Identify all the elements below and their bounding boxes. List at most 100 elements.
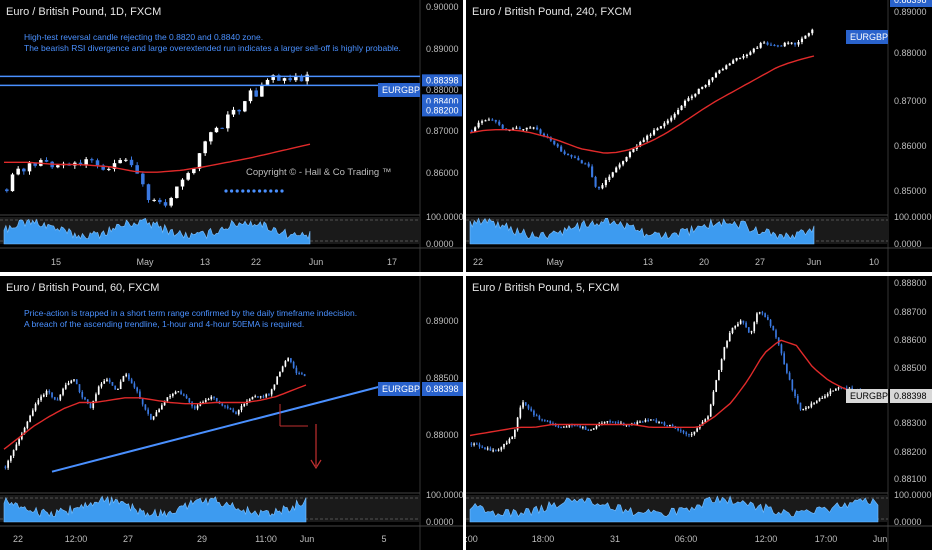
candle-body xyxy=(714,73,718,78)
chart-svg-240[interactable]: 0.890000.880000.870000.860000.85000100.0… xyxy=(466,0,932,272)
price-tick-label: 0.85000 xyxy=(894,186,927,196)
candle-body xyxy=(807,406,810,408)
candle-body xyxy=(538,415,541,420)
chart-panel-240[interactable]: 0.89000 0.88000 0.87000 0.86000 0.85000 100.0… xyxy=(466,0,932,272)
candle-body xyxy=(660,422,663,424)
candle-body xyxy=(10,174,15,192)
candle-body xyxy=(100,383,103,387)
chart-svg-5[interactable]: 0.888000.887000.886000.885000.884000.883… xyxy=(466,276,932,550)
candle-body xyxy=(541,419,543,421)
candle-body xyxy=(826,393,829,397)
candle-body xyxy=(92,400,95,408)
price-tick-label: 0.88800 xyxy=(894,278,927,288)
candle-body xyxy=(804,35,807,39)
candle-body xyxy=(577,157,580,161)
chart-panel-5[interactable]: 0.888000.887000.886000.885000.884000.883… xyxy=(466,276,932,550)
candle-body xyxy=(553,140,556,145)
candle-body xyxy=(213,396,215,398)
projection-dot xyxy=(263,189,267,193)
candle-body xyxy=(486,448,489,450)
candle-body xyxy=(663,422,666,426)
candle-body xyxy=(614,421,617,423)
candle-body xyxy=(84,159,88,165)
candle-body xyxy=(511,436,514,440)
last-price-tag-bg xyxy=(422,382,463,396)
candle-body xyxy=(81,392,84,398)
candle-body xyxy=(658,422,660,424)
candle-body xyxy=(73,379,75,381)
time-tick-label: Jun xyxy=(300,534,315,544)
candle-body xyxy=(301,373,303,375)
level-tag-bg xyxy=(422,103,462,117)
candle-body xyxy=(26,421,29,428)
candle-body xyxy=(573,425,576,427)
time-tick-label: 12:00 xyxy=(755,534,778,544)
candle-body xyxy=(649,134,652,136)
candle-body xyxy=(818,398,821,402)
candle-body xyxy=(735,58,738,61)
panel-title: Euro / British Pound, 1D, FXCM xyxy=(6,6,162,18)
candle-body xyxy=(489,448,492,451)
copyright-watermark: Copyright © - Hall & Co Trading ™ xyxy=(246,167,392,178)
candle-body xyxy=(728,333,731,342)
candle-body xyxy=(508,439,511,443)
candle-body xyxy=(86,399,89,404)
ema-line xyxy=(469,55,815,154)
candle-body xyxy=(10,455,12,461)
candle-body xyxy=(251,397,254,400)
candle-body xyxy=(128,374,130,380)
price-tick-label: 0.88600 xyxy=(894,335,927,345)
candle-body xyxy=(776,45,779,47)
candle-body xyxy=(641,421,644,423)
chart-panel-60[interactable]: 0.89000 0.88500 0.88000 100.0000 0.0000 0.883… xyxy=(0,276,463,550)
chart-panel-daily[interactable]: 0.90000 0.89000 0.88000 0.87000 0.86000 100.0… xyxy=(0,0,463,272)
candle-body xyxy=(519,407,522,418)
candle-body xyxy=(90,159,94,161)
candle-body xyxy=(147,409,149,414)
symbol-tag-bg xyxy=(846,30,888,44)
candle-body xyxy=(775,330,777,338)
time-tick-label: 22 xyxy=(13,534,23,544)
candle-body xyxy=(487,119,490,121)
candle-body xyxy=(752,48,755,53)
candle-body xyxy=(556,144,559,147)
candle-body xyxy=(750,331,753,333)
candle-body xyxy=(484,120,487,122)
candle-body xyxy=(720,359,723,370)
price-tick-label: 0.88300 xyxy=(894,418,927,428)
candle-body xyxy=(265,394,268,397)
chart-svg-daily[interactable]: 0.90000 0.89000 0.88000 0.87000 0.86000 100.0… xyxy=(0,0,463,272)
candle-body xyxy=(832,390,834,392)
indicator-tick-label: 100.0000 xyxy=(426,490,463,500)
candle-body xyxy=(188,398,191,403)
projection-dot xyxy=(235,189,239,193)
candle-body xyxy=(562,426,565,428)
candle-body xyxy=(543,419,546,421)
candle-body xyxy=(268,394,270,396)
indicator-tick-label: 0.0000 xyxy=(894,517,922,527)
chart-svg-60[interactable]: 0.89000 0.88500 0.88000 100.0000 0.0000 0.883… xyxy=(0,276,463,550)
candle-body xyxy=(763,42,766,44)
candle-body xyxy=(845,387,848,389)
time-tick-label: Jun xyxy=(807,257,822,267)
price-tick-label: 0.89000 xyxy=(426,44,459,54)
candle-body xyxy=(182,394,185,396)
candle-body xyxy=(766,42,769,45)
time-tick-label: 06:00 xyxy=(675,534,698,544)
time-tick-label: 17:00 xyxy=(815,534,838,544)
candle-body xyxy=(527,405,530,409)
candle-body xyxy=(620,422,622,424)
candle-body xyxy=(97,386,100,395)
candle-body xyxy=(737,323,739,326)
time-tick-label: 13 xyxy=(200,257,210,267)
candle-body xyxy=(536,127,539,130)
candle-body xyxy=(759,43,762,48)
candle-body xyxy=(780,344,783,354)
candle-body xyxy=(124,159,128,161)
candle-body xyxy=(498,121,501,125)
candle-body xyxy=(511,128,515,130)
time-tick-label: 18:00 xyxy=(532,534,555,544)
candle-body xyxy=(175,186,179,199)
candle-body xyxy=(500,447,503,450)
time-tick-label: 5 xyxy=(381,534,386,544)
